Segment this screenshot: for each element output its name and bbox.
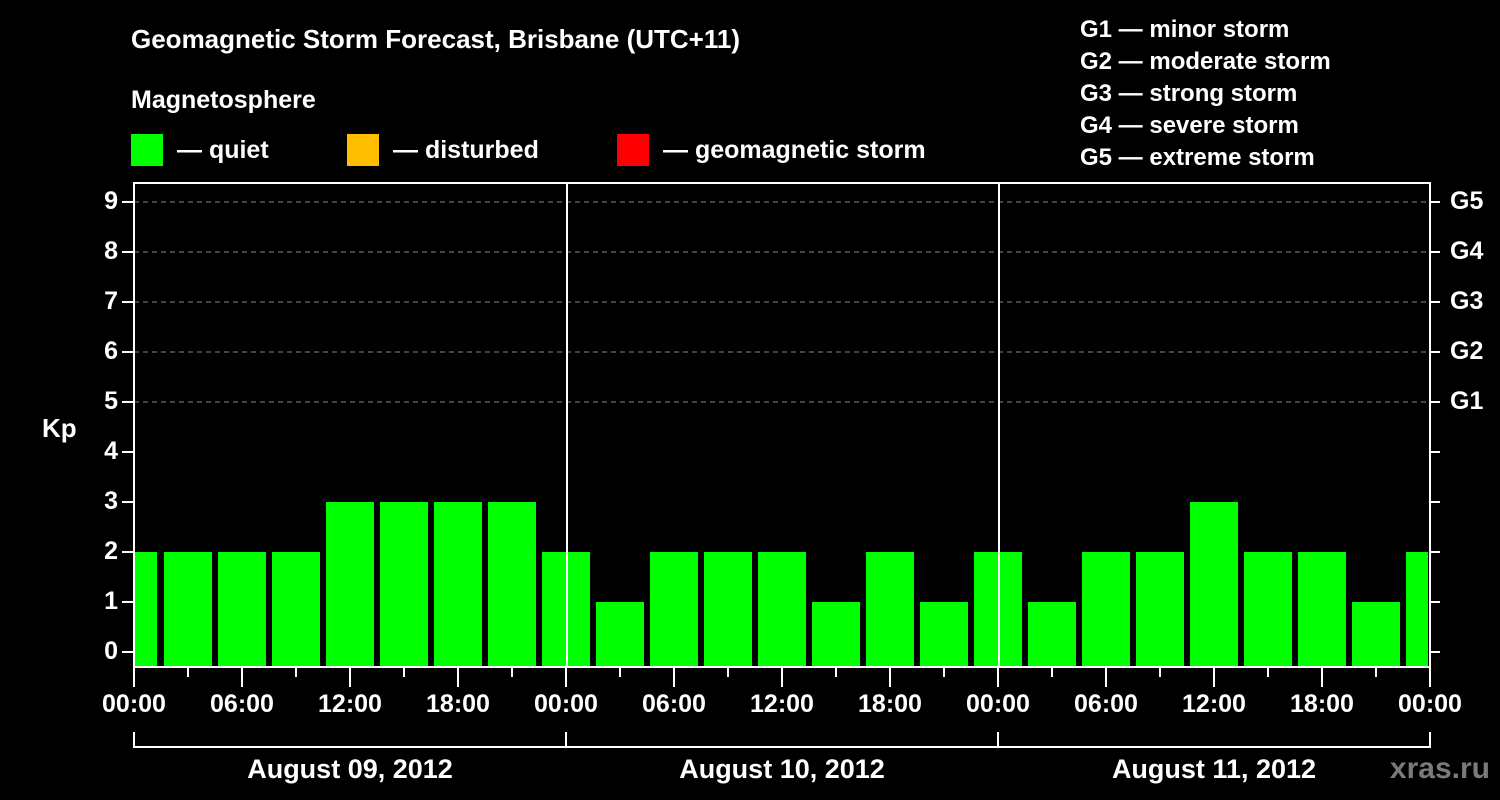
y-tick-label: 1 (104, 587, 118, 615)
date-brackets (133, 732, 1431, 748)
kp-bar (704, 552, 752, 667)
g-scale-legend: G1 — minor storm G2 — moderate storm G3 … (1080, 14, 1331, 174)
kp-bar (380, 502, 428, 667)
y-tick-label: 4 (104, 437, 118, 465)
kp-bar (812, 602, 860, 667)
x-tick-label: 06:00 (210, 690, 274, 718)
g3-description: G3 — strong storm (1080, 80, 1298, 107)
g-tick-label: G5 (1450, 187, 1484, 215)
g-tick-label: G3 (1450, 287, 1484, 315)
kp-bar (1352, 602, 1400, 667)
kp-bar (1298, 552, 1346, 667)
g1-description: G1 — minor storm (1080, 16, 1290, 43)
legend-subtitle: Magnetosphere (131, 86, 316, 114)
legend-disturbed-label: — disturbed (393, 135, 539, 164)
y-tick-label: 7 (104, 287, 118, 315)
x-tick-label: 00:00 (102, 690, 166, 718)
x-tick-label: 06:00 (1074, 690, 1138, 718)
x-tick-label: 18:00 (426, 690, 490, 718)
kp-bar (1244, 552, 1292, 667)
date-label: August 09, 2012 (247, 754, 453, 784)
disturbed-swatch-icon (347, 134, 379, 166)
chart-title: Geomagnetic Storm Forecast, Brisbane (UT… (131, 24, 741, 54)
y-tick-label: 2 (104, 537, 118, 565)
date-label: August 10, 2012 (679, 754, 885, 784)
kp-bar (920, 602, 968, 667)
kp-bar (1406, 552, 1428, 667)
kp-bar (596, 602, 644, 667)
g5-description: G5 — extreme storm (1080, 144, 1315, 171)
x-tick-label: 00:00 (966, 690, 1030, 718)
y-tick-label: 3 (104, 487, 118, 515)
g4-description: G4 — severe storm (1080, 112, 1299, 139)
g-tick-label: G2 (1450, 337, 1484, 365)
y-tick-label: 6 (104, 337, 118, 365)
x-tick-label: 00:00 (1398, 690, 1462, 718)
x-tick-label: 12:00 (318, 690, 382, 718)
y-tick-label: 9 (104, 187, 118, 215)
x-tick-label: 12:00 (1182, 690, 1246, 718)
kp-bar (1082, 552, 1130, 667)
kp-bar (434, 502, 482, 667)
kp-bar (326, 502, 374, 667)
y-tick-label: 0 (104, 637, 118, 665)
g2-description: G2 — moderate storm (1080, 48, 1331, 75)
legend-quiet: — quiet (131, 134, 269, 166)
legend-storm-label: — geomagnetic storm (663, 135, 926, 164)
axis-ticks (122, 201, 1440, 687)
g-tick-label: G4 (1450, 237, 1484, 265)
legend-disturbed: — disturbed (347, 134, 539, 166)
legend-storm: — geomagnetic storm (617, 134, 926, 166)
gridlines (134, 201, 1430, 403)
date-label: August 11, 2012 (1111, 754, 1317, 784)
x-tick-label: 12:00 (750, 690, 814, 718)
kp-bar (272, 552, 320, 667)
kp-bars (135, 502, 1428, 667)
kp-bar (135, 552, 157, 667)
legend-quiet-label: — quiet (177, 135, 269, 164)
x-tick-label: 18:00 (1290, 690, 1354, 718)
quiet-swatch-icon (131, 134, 163, 166)
y-tick-label: 5 (104, 387, 118, 415)
watermark: xras.ru (1389, 752, 1490, 785)
kp-bar (650, 552, 698, 667)
kp-bar (1028, 602, 1076, 667)
x-tick-label: 06:00 (642, 690, 706, 718)
kp-bar (218, 552, 266, 667)
y-axis-label: Kp (42, 413, 77, 443)
kp-bar (1136, 552, 1184, 667)
storm-swatch-icon (617, 134, 649, 166)
kp-bar (758, 552, 806, 667)
x-tick-label: 18:00 (858, 690, 922, 718)
kp-bar (866, 552, 914, 667)
y-tick-label: 8 (104, 237, 118, 265)
kp-bar (1190, 502, 1238, 667)
x-tick-label: 00:00 (534, 690, 598, 718)
g-tick-label: G1 (1450, 387, 1484, 415)
kp-bar (164, 552, 212, 667)
kp-bar (488, 502, 536, 667)
